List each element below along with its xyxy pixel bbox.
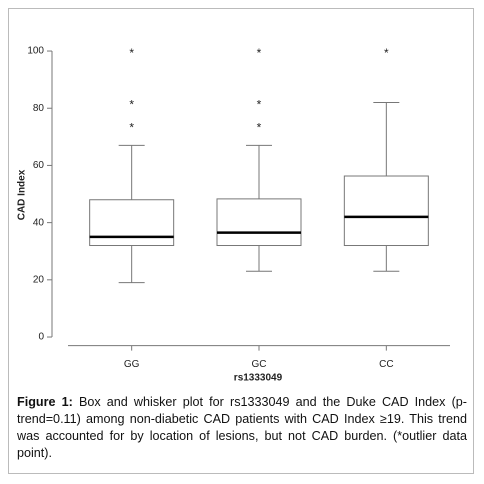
y-axis-label: CAD Index xyxy=(17,169,28,220)
caption-text: Box and whisker plot for rs1333049 and t… xyxy=(17,395,467,460)
y-tick-label: 80 xyxy=(33,103,45,114)
outlier: * xyxy=(129,121,134,135)
y-tick-label: 0 xyxy=(38,332,44,343)
y-tick-label: 20 xyxy=(33,274,45,285)
outlier: * xyxy=(129,98,134,112)
y-tick-label: 100 xyxy=(27,46,44,57)
outlier: * xyxy=(257,46,262,60)
outlier: * xyxy=(384,46,389,60)
y-tick-label: 40 xyxy=(33,217,45,228)
x-tick-label: CC xyxy=(379,359,393,370)
x-tick-label: GC xyxy=(252,359,267,370)
chart: CAD Index rs1333049 0 20 40 60 80 100 GG * * * GC *… xyxy=(17,46,450,384)
box xyxy=(343,175,429,247)
outlier: * xyxy=(129,46,134,60)
box xyxy=(216,198,302,247)
outlier: * xyxy=(257,98,262,112)
y-tick-label: 60 xyxy=(33,160,45,171)
caption-label: Figure 1: xyxy=(17,395,73,409)
box xyxy=(89,199,175,247)
x-tick-label: GG xyxy=(124,359,140,370)
x-axis-label: rs1333049 xyxy=(234,373,283,384)
outlier: * xyxy=(257,121,262,135)
caption: Figure 1: Box and whisker plot for rs133… xyxy=(17,394,467,462)
figure-frame xyxy=(8,8,474,474)
